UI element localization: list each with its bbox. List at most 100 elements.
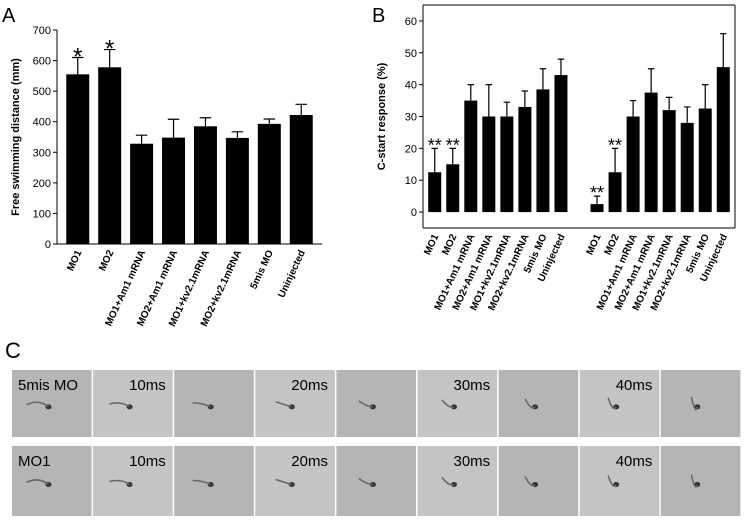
significance: * <box>105 36 114 63</box>
bar <box>554 75 568 213</box>
photo-frame <box>93 446 173 516</box>
larva-tail <box>441 399 455 408</box>
bar <box>464 100 478 213</box>
error-bar <box>467 84 475 101</box>
error-bar <box>103 48 116 68</box>
photo-frame <box>498 446 579 516</box>
y-tick-label: 300 <box>33 147 51 159</box>
y-tick-label: 20 <box>405 143 417 155</box>
larva-tail <box>441 477 455 486</box>
photo-frame <box>255 370 335 437</box>
photo-frame <box>255 446 335 516</box>
larva-tail <box>607 475 617 487</box>
larva-tail <box>690 474 699 488</box>
significance: ** <box>446 135 460 155</box>
error-bar <box>557 58 565 76</box>
panel-label: A <box>2 5 16 27</box>
panel-label: B <box>372 5 385 27</box>
photo-frame <box>417 446 498 516</box>
larva-tail <box>192 402 212 408</box>
larva-tail <box>26 401 49 408</box>
bar <box>162 137 186 244</box>
photo-frame <box>12 446 92 516</box>
y-tick-label: 200 <box>33 178 51 190</box>
larva-tail <box>607 397 617 410</box>
error-bar <box>665 96 673 111</box>
larva-tail <box>690 396 699 410</box>
y-tick-label: 50 <box>405 48 417 60</box>
y-tick-label: 700 <box>33 25 51 37</box>
larva-tail <box>524 398 536 409</box>
time-label: 10ms <box>129 453 166 470</box>
larva-tail <box>524 476 536 487</box>
photo-frame <box>336 370 416 437</box>
x-tick-label: 5mis MO <box>248 248 276 291</box>
error-bar <box>295 103 307 115</box>
photo-frame <box>660 446 741 516</box>
bar <box>257 123 281 244</box>
error-bar <box>167 118 180 138</box>
x-tick-label: MO2 <box>97 248 116 273</box>
error-bar <box>199 117 212 127</box>
error-bar <box>485 84 493 117</box>
bar <box>225 137 249 244</box>
time-label: 30ms <box>454 377 491 394</box>
time-label: 20ms <box>291 377 328 394</box>
error-bar <box>593 195 601 205</box>
row-label: MO1 <box>18 453 51 470</box>
error-bar <box>539 68 547 90</box>
x-tick-label: Uninjected <box>276 249 308 300</box>
photo-frame <box>93 370 173 437</box>
bar <box>536 89 550 213</box>
bar <box>662 110 676 213</box>
x-tick-label: MO1 <box>422 232 441 257</box>
panel-label: C <box>5 338 21 363</box>
photo-frame <box>174 370 254 437</box>
error-bar <box>231 131 244 138</box>
photo-frame <box>417 370 498 437</box>
error-bar <box>431 147 438 173</box>
bar <box>590 204 604 213</box>
bar <box>428 172 442 213</box>
bar <box>716 67 730 213</box>
error-bar <box>263 118 276 124</box>
error-bar <box>647 68 655 93</box>
error-bar <box>72 56 84 75</box>
larva-tail <box>192 479 212 486</box>
error-bar <box>135 134 148 144</box>
photo-frame <box>579 370 660 437</box>
time-label: 40ms <box>616 377 653 394</box>
x-tick-label: MO2 <box>603 232 622 257</box>
error-bar <box>521 90 529 107</box>
bar <box>98 67 122 244</box>
photo-frame <box>12 370 92 437</box>
y-axis-label: C-start response (%) <box>376 62 388 170</box>
photo-frame <box>660 370 741 437</box>
y-axis-label: Free swimming distance (mm) <box>10 58 22 216</box>
bar <box>66 74 90 244</box>
y-tick-label: 0 <box>45 239 51 251</box>
bar <box>130 143 154 244</box>
error-bar <box>611 147 619 173</box>
bar <box>289 114 313 244</box>
photo-frame <box>336 446 416 516</box>
significance: ** <box>608 135 622 155</box>
y-tick-label: 60 <box>405 16 417 28</box>
y-tick-label: 40 <box>405 80 417 92</box>
bar <box>518 106 532 213</box>
y-tick-label: 500 <box>33 86 51 98</box>
photo-frame <box>579 446 660 516</box>
y-tick-label: 30 <box>405 112 417 124</box>
bar <box>608 172 622 213</box>
y-tick-label: 10 <box>405 175 417 187</box>
error-bar <box>629 99 637 117</box>
error-bar <box>449 147 457 165</box>
x-tick-label: MO2 <box>440 232 459 257</box>
time-label: 10ms <box>129 377 166 394</box>
significance: * <box>73 44 82 71</box>
larva-tail <box>26 479 49 486</box>
photo-frame <box>498 370 579 437</box>
larva-tail <box>109 479 131 486</box>
error-bar <box>720 33 727 68</box>
